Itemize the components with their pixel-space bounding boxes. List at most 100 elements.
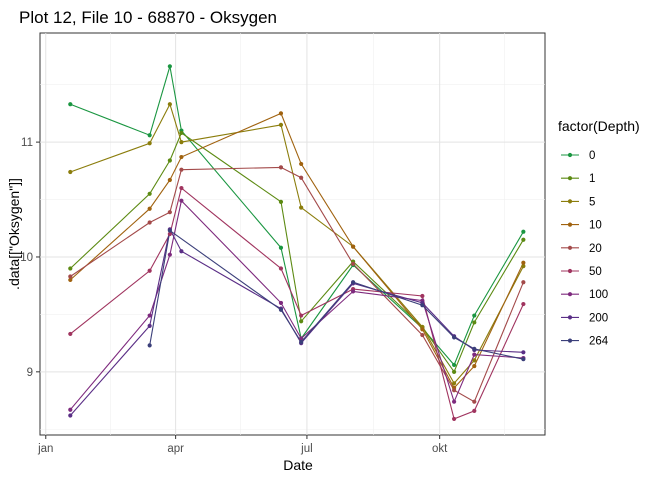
- data-point-10: [351, 244, 356, 249]
- data-point-20: [452, 388, 457, 393]
- data-point-20: [299, 175, 304, 180]
- x-axis-ticks: jan apr jul okt: [37, 435, 448, 455]
- data-point-0: [278, 245, 284, 250]
- data-point-100: [179, 198, 184, 203]
- x-tick-label: jul: [300, 443, 313, 455]
- data-point-264: [147, 343, 152, 348]
- data-point-10: [299, 161, 304, 167]
- data-point-264: [452, 335, 457, 340]
- y-axis-ticks: 9 10 11: [20, 137, 40, 379]
- data-point-50: [452, 416, 457, 422]
- data-point-5: [68, 169, 73, 175]
- data-point-50: [472, 408, 477, 413]
- data-point-1: [68, 266, 73, 271]
- x-tick-label: jan: [37, 443, 53, 455]
- data-point-10: [68, 277, 73, 283]
- data-point-264: [299, 339, 304, 345]
- legend-key-point: [567, 152, 573, 158]
- data-point-50: [521, 301, 526, 307]
- series-points: [68, 64, 526, 422]
- data-point-50: [147, 268, 152, 273]
- data-point-100: [299, 336, 304, 341]
- legend-label-100: 100: [589, 289, 608, 301]
- data-point-20: [179, 167, 184, 172]
- data-point-20: [472, 399, 477, 404]
- data-point-50: [167, 231, 172, 237]
- data-point-1: [472, 320, 477, 325]
- legend-label-1: 1: [589, 173, 595, 185]
- data-point-5: [472, 358, 477, 363]
- legend-key-point: [567, 245, 573, 250]
- data-point-100: [472, 352, 477, 357]
- data-point-100: [278, 300, 284, 306]
- legend-key-point: [567, 222, 573, 227]
- x-axis-title: Date: [283, 457, 313, 473]
- data-point-1: [452, 369, 457, 374]
- data-point-200: [521, 350, 526, 355]
- data-point-1: [278, 199, 284, 204]
- data-point-50: [179, 185, 184, 191]
- data-point-10: [472, 363, 477, 369]
- legend-title: factor(Depth): [558, 118, 640, 134]
- data-point-1: [147, 191, 152, 196]
- y-tick-label: 9: [27, 367, 33, 379]
- data-point-264: [521, 357, 526, 362]
- data-point-0: [68, 102, 73, 107]
- x-tick-label: okt: [432, 443, 448, 455]
- data-point-20: [351, 261, 356, 266]
- legend-label-5: 5: [589, 196, 595, 208]
- legend-label-10: 10: [589, 220, 602, 232]
- y-axis-title: .data[["Oksygen"]]: [6, 178, 22, 290]
- data-point-20: [167, 210, 172, 215]
- data-point-10: [521, 260, 526, 265]
- data-point-1: [521, 237, 526, 242]
- data-point-100: [351, 289, 356, 294]
- x-tick-label: apr: [167, 443, 184, 455]
- data-point-264: [351, 280, 356, 285]
- chart-title: Plot 12, File 10 - 68870 - Oksygen: [19, 8, 277, 27]
- legend-label-20: 20: [589, 243, 602, 255]
- data-point-0: [147, 133, 152, 138]
- legend-label-264: 264: [589, 336, 609, 348]
- data-point-20: [278, 165, 284, 170]
- data-point-5: [147, 141, 152, 146]
- legend-key-point: [567, 292, 573, 297]
- data-point-200: [68, 413, 73, 418]
- plot-panel: [39, 32, 546, 436]
- legend-key-point: [567, 268, 573, 274]
- data-point-5: [179, 140, 184, 145]
- legend-label-200: 200: [589, 312, 608, 324]
- data-point-10: [147, 206, 152, 211]
- data-point-20: [147, 220, 152, 225]
- legend-key-point: [567, 176, 573, 181]
- data-point-0: [167, 64, 172, 69]
- data-point-20: [68, 274, 73, 279]
- data-point-100: [147, 313, 152, 318]
- data-point-264: [278, 307, 284, 312]
- data-point-10: [179, 154, 184, 160]
- data-point-50: [68, 331, 73, 337]
- legend-label-0: 0: [589, 150, 595, 162]
- legend: factor(Depth) 0 1 5 10 20 50 100 200 264: [558, 118, 640, 348]
- legend-key-point: [567, 199, 573, 204]
- data-point-10: [167, 177, 172, 183]
- data-point-100: [452, 399, 457, 404]
- data-point-5: [521, 264, 526, 269]
- data-point-0: [452, 362, 457, 368]
- data-point-1: [299, 319, 304, 324]
- data-point-200: [147, 323, 152, 328]
- data-point-0: [472, 313, 477, 318]
- data-point-20: [420, 332, 425, 338]
- data-point-200: [179, 249, 184, 254]
- y-tick-label: 10: [20, 252, 33, 264]
- data-point-50: [420, 293, 425, 299]
- data-point-100: [68, 407, 73, 412]
- data-point-5: [299, 205, 304, 210]
- data-point-0: [521, 229, 526, 234]
- data-point-100: [167, 252, 172, 257]
- data-point-5: [452, 381, 457, 386]
- data-point-264: [420, 303, 425, 308]
- data-point-10: [278, 111, 284, 116]
- data-point-20: [521, 280, 526, 285]
